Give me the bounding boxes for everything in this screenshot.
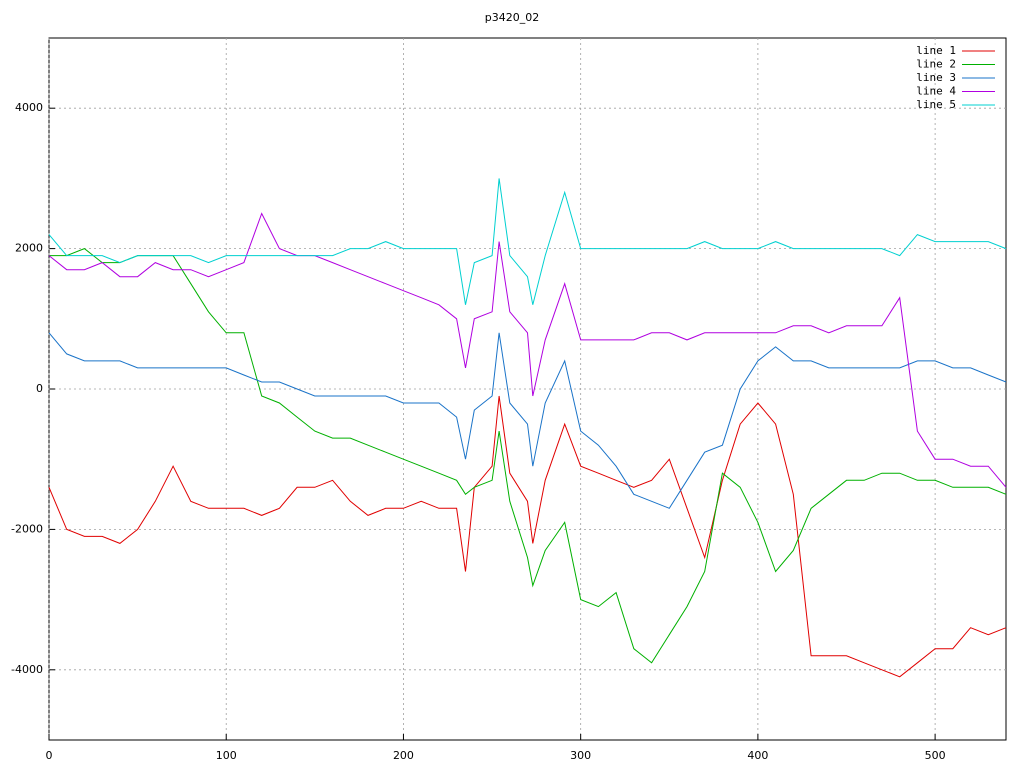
y-tick-label: -2000 <box>11 522 43 535</box>
x-tick-label: 0 <box>46 749 53 762</box>
line <box>48 395 1007 678</box>
y-tick-label: 2000 <box>15 242 43 255</box>
legend-label: line 4 <box>916 85 956 98</box>
y-tick-label: 4000 <box>15 101 43 114</box>
line <box>48 178 1007 305</box>
x-tick-label: 100 <box>216 749 237 762</box>
x-tick-label: 300 <box>570 749 591 762</box>
legend-label: line 3 <box>916 71 956 84</box>
y-tick-label: -4000 <box>11 663 43 676</box>
legend-label: line 1 <box>916 44 956 57</box>
line <box>48 212 1007 488</box>
legend-label: line 2 <box>916 58 956 71</box>
plot-frame <box>48 37 1007 741</box>
x-tick-label: 400 <box>747 749 768 762</box>
legend-label: line 5 <box>916 98 956 111</box>
line <box>48 332 1007 509</box>
x-tick-label: 500 <box>925 749 946 762</box>
chart-title: p3420_02 <box>485 11 539 24</box>
x-tick-label: 200 <box>393 749 414 762</box>
line <box>49 248 1007 664</box>
y-tick-label: 0 <box>36 382 43 395</box>
